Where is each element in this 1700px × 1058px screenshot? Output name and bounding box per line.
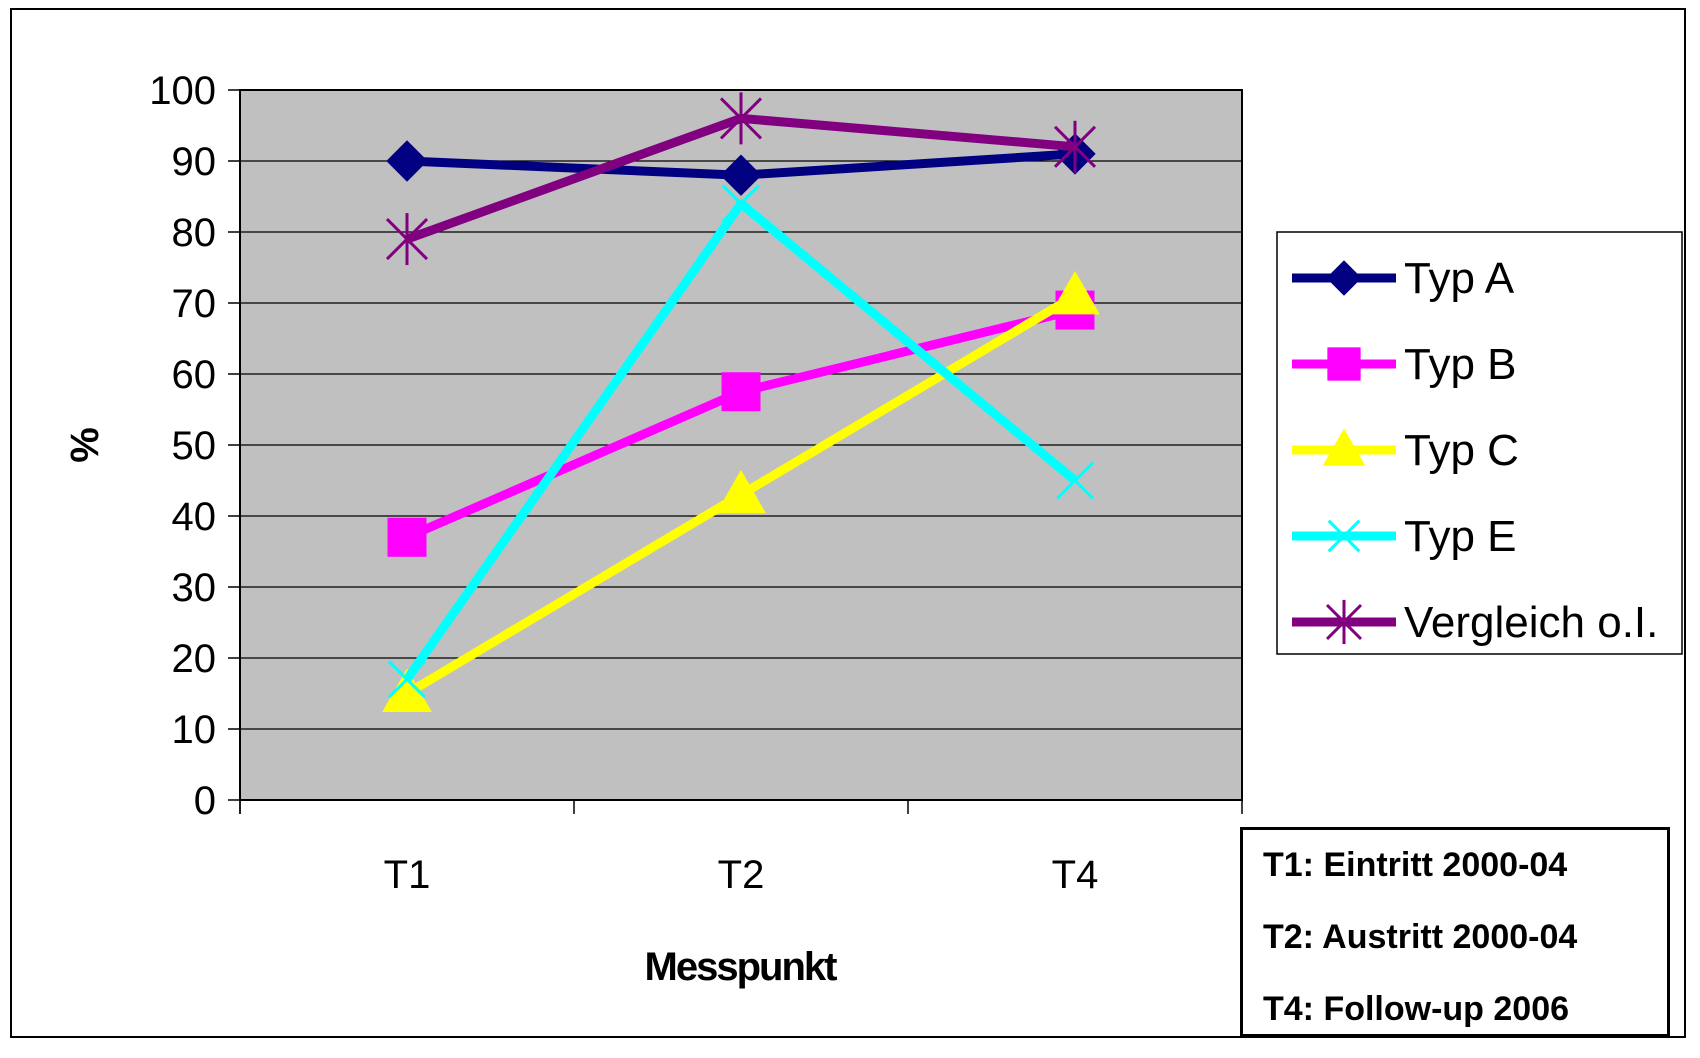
data-point xyxy=(720,154,762,196)
legend-marker xyxy=(1322,428,1366,466)
legend-marker xyxy=(1325,599,1363,645)
y-tick-label: 60 xyxy=(172,353,217,397)
data-point xyxy=(721,372,761,412)
series-4 xyxy=(385,92,1097,266)
legend-marker xyxy=(1326,260,1362,296)
legend-label: Typ B xyxy=(1404,340,1517,389)
y-tick-label: 70 xyxy=(172,282,217,326)
notes-box: T1: Eintritt 2000-04 T2: Austritt 2000-0… xyxy=(1240,827,1670,1037)
y-tick-labels: 0 10 20 30 40 50 60 70 80 90 100 xyxy=(149,69,216,823)
y-tick-label: 10 xyxy=(172,708,217,752)
note-t1: T1: Eintritt 2000-04 xyxy=(1263,846,1568,884)
legend-item: Typ E xyxy=(1292,512,1517,561)
series-2 xyxy=(382,270,1100,712)
legend-item: Typ B xyxy=(1292,340,1517,389)
data-point xyxy=(719,92,763,145)
data-point xyxy=(387,517,427,557)
legend-label: Typ A xyxy=(1404,254,1515,303)
note-t4: T4: Follow-up 2006 xyxy=(1263,990,1570,1028)
x-axis-title: Messpunkt xyxy=(645,945,838,989)
y-tick-label: 20 xyxy=(172,637,217,681)
y-axis-title: % xyxy=(63,427,107,463)
axes xyxy=(228,89,1243,814)
data-point xyxy=(1053,120,1097,173)
y-tick-label: 50 xyxy=(172,424,217,468)
y-tick-label: 80 xyxy=(172,211,217,255)
data-point xyxy=(387,660,427,699)
data-point xyxy=(386,140,428,182)
data-point xyxy=(721,184,761,223)
legend-label: Typ C xyxy=(1404,426,1519,475)
x-tick-label: T1 xyxy=(384,853,431,897)
legend-marker xyxy=(1327,347,1361,381)
y-tick-label: 90 xyxy=(172,140,217,184)
y-tick-label: 40 xyxy=(172,495,217,539)
y-tick-label: 0 xyxy=(194,779,216,823)
series-lines xyxy=(382,92,1100,712)
y-tick-label: 100 xyxy=(149,69,216,113)
note-t2: T2: Austritt 2000-04 xyxy=(1263,918,1578,956)
x-tick-label: T4 xyxy=(1052,853,1099,897)
data-point xyxy=(1055,461,1095,500)
legend: Typ A Typ B Typ C Typ E Vergleich o.I. xyxy=(1276,231,1683,655)
y-tick-label: 30 xyxy=(172,566,217,610)
data-point xyxy=(716,469,766,514)
data-point xyxy=(385,213,429,266)
x-tick-labels: T1 T2 T4 xyxy=(384,853,1099,897)
x-tick-label: T2 xyxy=(718,853,765,897)
legend-item: Typ C xyxy=(1292,426,1519,475)
series-3 xyxy=(387,184,1095,699)
legend-item: Typ A xyxy=(1292,254,1515,303)
legend-label: Typ E xyxy=(1404,512,1517,561)
data-point xyxy=(1050,270,1100,315)
legend-label: Vergleich o.I. xyxy=(1404,598,1658,647)
legend-item: Vergleich o.I. xyxy=(1292,598,1658,647)
legend-marker xyxy=(1327,519,1361,553)
